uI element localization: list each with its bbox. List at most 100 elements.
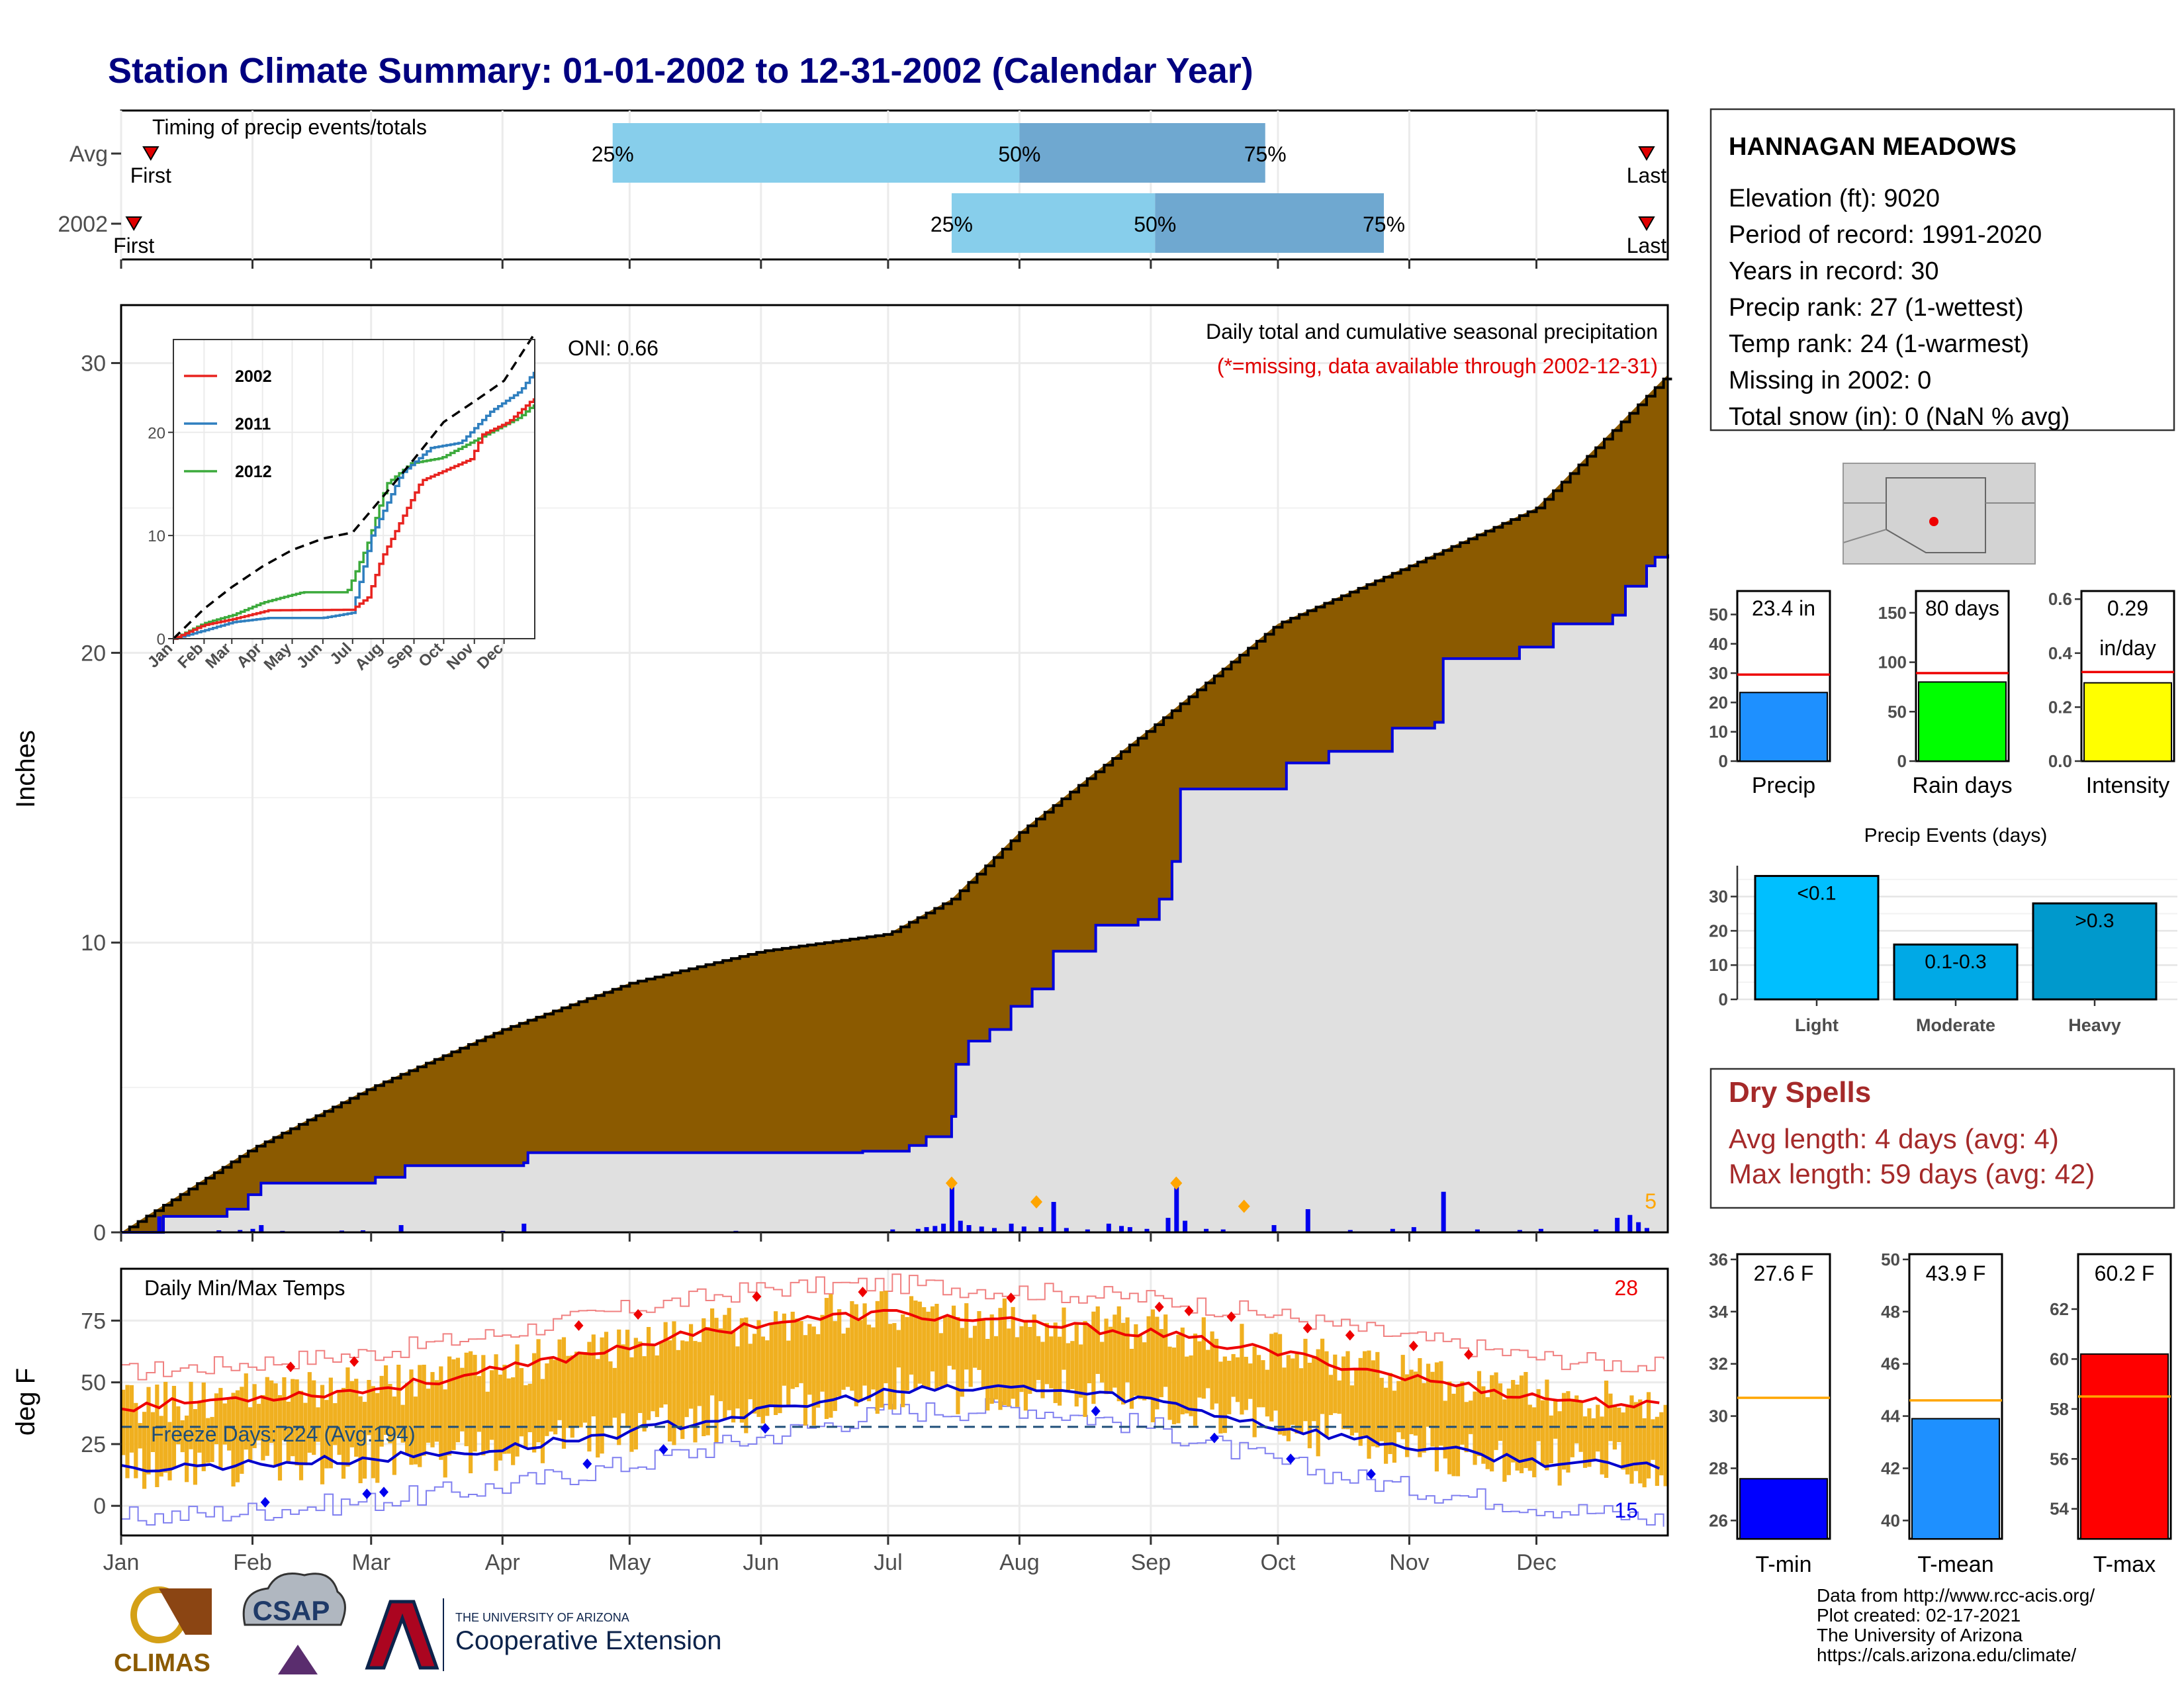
daily-temp-range-bar <box>1439 1361 1443 1446</box>
daily-temp-range-bar <box>930 1306 935 1372</box>
daily-temp-range-bar <box>1185 1356 1189 1414</box>
daily-temp-range-bar <box>371 1386 375 1479</box>
mini-bar-category-label: Intensity <box>2086 773 2170 798</box>
daily-temp-range-bar <box>134 1402 138 1479</box>
daily-precip-bar <box>157 1216 162 1232</box>
timing-panel: Timing of precip events/totals Avg 25% 50% 7… <box>58 109 1669 269</box>
daily-temp-range-bar <box>1455 1385 1461 1477</box>
daily-temp-range-bar <box>1502 1399 1507 1482</box>
temp-bar-tick-label: 44 <box>1881 1406 1900 1426</box>
heavy-event-marker <box>1170 1176 1183 1190</box>
daily-temp-range-bar <box>185 1415 189 1483</box>
daily-temp-range-bar <box>1079 1344 1083 1398</box>
daily-precip-bar <box>1305 1209 1310 1232</box>
daily-temp-range-bar <box>1269 1334 1274 1422</box>
timing-pct-25: 25% <box>931 212 973 236</box>
daily-temp-range-bar <box>1612 1405 1617 1450</box>
station-info-line: Temp rank: 24 (1-warmest) <box>1729 330 2029 358</box>
daily-temp-range-bar <box>1100 1342 1105 1383</box>
daily-precip-bar <box>1271 1225 1277 1232</box>
daily-temp-range-bar <box>189 1381 193 1449</box>
daily-temp-range-bar <box>142 1412 147 1489</box>
daily-precip-bar <box>915 1228 921 1232</box>
daily-precip-bar <box>1347 1230 1353 1232</box>
daily-temp-range-bar <box>400 1404 405 1443</box>
daily-temp-range-bar <box>905 1317 909 1391</box>
daily-temp-range-bar <box>1451 1393 1456 1477</box>
daily-temp-range-bar <box>845 1328 850 1387</box>
daily-precip-bar <box>1204 1228 1209 1232</box>
temps-y-tick-label: 75 <box>81 1308 106 1334</box>
daily-temp-range-bar <box>1155 1316 1160 1410</box>
daily-temp-range-bar <box>697 1342 702 1406</box>
daily-precip-bar <box>1127 1227 1132 1232</box>
daily-temp-range-bar <box>947 1315 952 1366</box>
first-event-marker <box>142 146 159 161</box>
record-high-marker <box>752 1291 762 1303</box>
daily-temp-range-bar <box>1485 1397 1490 1469</box>
mini-bar-tick-label: 0.2 <box>2048 697 2072 717</box>
daily-temp-range-bar <box>1443 1400 1447 1459</box>
daily-precip-bar <box>250 1228 255 1232</box>
daily-temp-range-bar <box>1307 1363 1312 1449</box>
daily-temp-range-bar <box>951 1305 956 1370</box>
ua-logo-small-text: THE UNIVERSITY OF ARIZONA <box>455 1611 629 1624</box>
daily-precip-bar <box>1594 1229 1599 1232</box>
daily-temp-range-bar <box>1095 1306 1100 1374</box>
daily-temp-range-bar <box>934 1303 939 1391</box>
daily-temp-range-bar <box>277 1394 283 1481</box>
daily-temp-range-bar <box>1363 1351 1367 1436</box>
daily-temp-range-bar <box>1324 1351 1329 1437</box>
daily-temp-range-bar <box>1007 1328 1011 1407</box>
daily-temp-range-bar <box>485 1391 490 1451</box>
station-info-line: Elevation (ft): 9020 <box>1729 185 1940 212</box>
daily-temp-range-bar <box>1375 1351 1380 1447</box>
precip-y-tick-label: 20 <box>81 641 106 666</box>
daily-temp-range-bar <box>1146 1316 1151 1399</box>
daily-temp-range-bar <box>1469 1400 1473 1434</box>
daily-temp-range-bar <box>646 1326 651 1420</box>
heavy-event-marker <box>1238 1199 1250 1213</box>
daily-temp-range-bar <box>367 1380 371 1436</box>
daily-temp-range-bar <box>1511 1380 1516 1463</box>
daily-temp-range-bar <box>1312 1357 1316 1422</box>
daily-temp-range-bar <box>731 1330 736 1423</box>
month-tick-label: Jun <box>743 1550 779 1575</box>
daily-temp-range-bar <box>540 1379 545 1463</box>
temp-bar-value <box>1739 1478 1828 1540</box>
daily-temp-range-bar <box>621 1344 625 1414</box>
daily-temp-range-bar <box>752 1334 757 1414</box>
mini-bar-tick-label: 0 <box>1897 751 1907 771</box>
daily-temp-range-bar <box>159 1416 163 1477</box>
daily-temp-range-bar <box>388 1384 392 1443</box>
daily-temp-range-bar <box>291 1379 295 1457</box>
timing-bar-q25-q50 <box>951 193 1156 253</box>
daily-temp-range-bar <box>735 1346 740 1409</box>
daily-temp-range-bar <box>591 1334 596 1417</box>
daily-temp-range-bar <box>430 1372 435 1447</box>
daily-temp-range-bar <box>316 1407 320 1442</box>
inset-legend-label: 2012 <box>235 463 272 481</box>
timing-bar-q25-q50 <box>612 123 1020 183</box>
daily-temp-range-bar <box>672 1321 676 1445</box>
daily-temp-range-bar <box>727 1308 731 1410</box>
daily-temp-range-bar <box>409 1369 414 1465</box>
daily-temp-range-bar <box>265 1377 269 1456</box>
daily-temp-range-bar <box>561 1337 567 1449</box>
events-y-tick-label: 10 <box>1709 955 1728 975</box>
daily-temp-range-bar <box>629 1357 634 1452</box>
daily-temp-range-bar <box>328 1377 333 1469</box>
daily-temp-range-bar <box>1125 1317 1130 1383</box>
temp-bar-tick-label: 34 <box>1709 1302 1728 1322</box>
daily-temp-range-bar <box>511 1377 516 1465</box>
temp-bar-category-label: T-max <box>2093 1552 2156 1577</box>
daily-temp-range-bar <box>256 1404 261 1441</box>
daily-temp-range-bar <box>795 1318 799 1388</box>
temp-bar-tick-label: 62 <box>2050 1299 2069 1319</box>
daily-temp-range-bar <box>1337 1380 1342 1414</box>
daily-temp-range-bar <box>998 1308 1003 1410</box>
daily-temp-range-bar <box>240 1387 244 1474</box>
record-low-marker <box>582 1458 592 1469</box>
daily-temp-range-bar <box>744 1317 749 1434</box>
